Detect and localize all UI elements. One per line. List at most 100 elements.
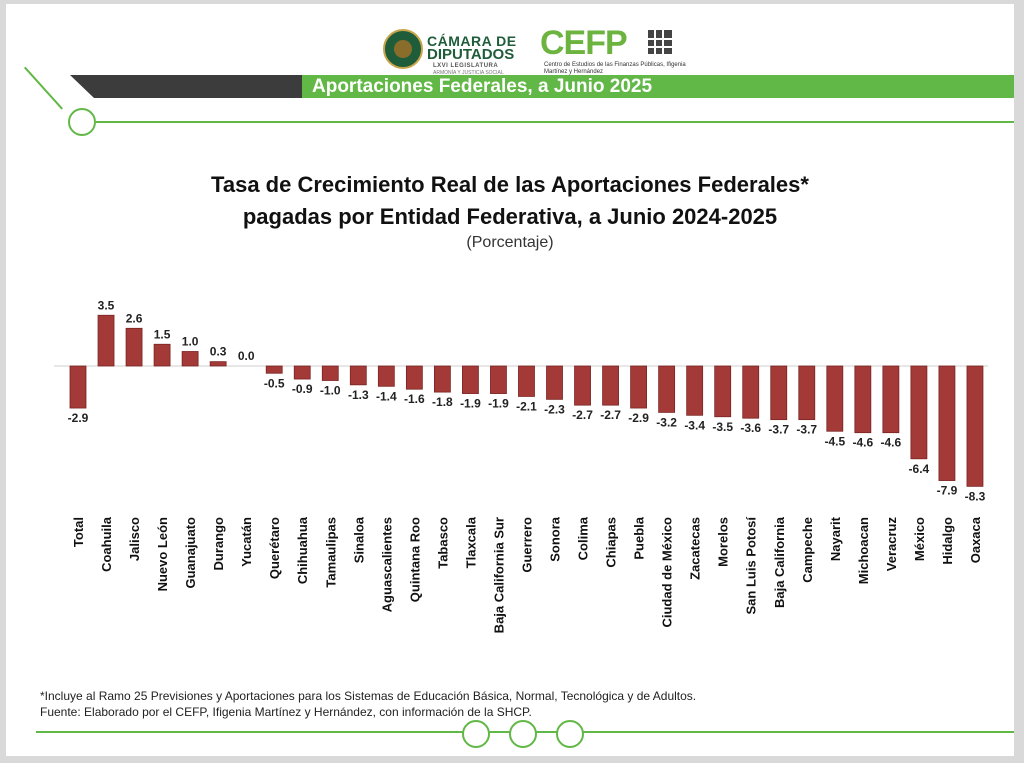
category-label: Tamaulipas (323, 517, 338, 588)
category-label: México (912, 517, 927, 561)
category-label: Guerrero (519, 517, 534, 573)
data-label: -1.6 (404, 392, 425, 406)
footer-circle-icon (509, 720, 537, 748)
bar (938, 365, 956, 481)
data-label: 1.0 (182, 335, 199, 349)
bar (742, 365, 760, 419)
bar (405, 365, 423, 390)
category-label: Veracruz (884, 517, 899, 572)
category-label: Sinaloa (351, 516, 366, 563)
footer-circle-icon (462, 720, 490, 748)
category-label: Michoacan (856, 517, 871, 584)
chart-title-line2: pagadas por Entidad Federativa, a Junio … (242, 204, 778, 229)
data-label: -2.9 (68, 411, 89, 425)
data-label: -3.7 (768, 423, 789, 437)
data-label: -1.8 (432, 395, 453, 409)
category-label: Ciudad de México (660, 517, 675, 628)
category-label: Baja California (772, 516, 787, 608)
bar-chart: -2.9 Total 3.5 Coahuila 2.6 Jalisco 1.5 Nuevo L… (54, 298, 988, 633)
data-label: -2.7 (600, 408, 621, 422)
banner-dark-strip (70, 75, 310, 98)
data-label: -0.9 (292, 382, 313, 396)
category-label: Aguascalientes (379, 517, 394, 612)
data-label: 1.5 (154, 327, 171, 341)
camara-line3: LXVI LEGISLATURA (433, 63, 499, 69)
category-label: Nayarit (828, 516, 843, 561)
cefp-subtitle: Centro de Estudios de las Finanzas Públi… (544, 62, 686, 75)
slide: CÁMARA DE DIPUTADOS LXVI LEGISLATURA ARM… (6, 4, 1014, 756)
chart-subtitle: (Porcentaje) (466, 234, 554, 251)
data-label: 3.5 (98, 298, 115, 312)
category-label: Jalisco (127, 517, 142, 561)
category-label: Zacatecas (688, 517, 703, 580)
data-label: -6.4 (909, 462, 930, 476)
bar (826, 365, 844, 432)
bar (293, 365, 311, 380)
bar (546, 365, 563, 400)
footnote: *Incluye al Ramo 25 Previsiones y Aporta… (40, 689, 697, 703)
data-label: -3.7 (796, 423, 817, 437)
category-label: San Luis Potosí (744, 517, 759, 615)
data-label: -2.3 (544, 402, 565, 416)
data-label: -3.2 (656, 415, 677, 429)
bar (574, 365, 591, 406)
data-label: -1.0 (320, 384, 341, 398)
bar (321, 365, 339, 381)
category-label: Chihuahua (295, 516, 310, 584)
data-label: -4.5 (824, 434, 845, 448)
category-label: Nuevo León (155, 517, 170, 591)
bar (209, 361, 227, 367)
bar (770, 365, 788, 421)
decorative-line (96, 121, 1014, 123)
bar (377, 365, 395, 387)
data-label: -1.9 (488, 397, 509, 411)
data-label: -2.9 (628, 411, 649, 425)
data-label: 2.6 (126, 311, 143, 325)
bar (490, 365, 507, 394)
category-label: Chiapas (604, 517, 619, 568)
bar (854, 365, 872, 434)
bar (349, 365, 367, 386)
bar (910, 365, 928, 460)
bar (462, 365, 479, 394)
data-label: -1.3 (348, 388, 369, 402)
chart-title-line1: Tasa de Crecimiento Real de las Aportaci… (211, 172, 809, 197)
category-label: Puebla (632, 516, 647, 559)
bar (125, 327, 143, 367)
data-label: 0.0 (238, 349, 255, 363)
category-label: Campeche (800, 517, 815, 583)
bar (966, 365, 984, 487)
source-note: Fuente: Elaborado por el CEFP, Ifigenia … (40, 705, 532, 719)
category-label: Quintana Roo (407, 517, 422, 602)
cefp-name: CEFP (540, 24, 628, 62)
category-label: Hidalgo (940, 517, 955, 565)
camara-line1: CÁMARA DE (427, 33, 517, 49)
camara-diputados-logo: CÁMARA DE DIPUTADOS LXVI LEGISLATURA ARM… (383, 27, 531, 76)
decorative-circle-icon (68, 108, 96, 136)
category-label: Coahuila (99, 516, 114, 572)
camara-line2: DIPUTADOS (427, 46, 515, 63)
data-label: -1.4 (376, 389, 397, 403)
bar (882, 365, 900, 434)
bar (518, 365, 535, 397)
footer-circle-icon (556, 720, 584, 748)
camara-line4: ARMONÍA Y JUSTICIA SOCIAL (433, 70, 504, 76)
bar (686, 365, 704, 416)
category-label: Tlaxcala (463, 516, 478, 568)
bar (97, 314, 115, 367)
category-label: Tabasco (435, 517, 450, 569)
category-label: Morelos (716, 517, 731, 567)
bar (714, 365, 732, 418)
category-label: Sonora (548, 516, 563, 562)
banner-title: Aportaciones Federales, a Junio 2025 (312, 76, 653, 97)
data-label: -0.5 (264, 376, 285, 390)
category-label: Durango (211, 517, 226, 571)
bar (602, 365, 619, 406)
data-label: -2.7 (572, 408, 593, 422)
category-label: Baja California Sur (491, 517, 506, 633)
category-label: Total (71, 517, 86, 547)
bar (630, 365, 647, 409)
category-label: Querétaro (267, 517, 282, 579)
data-label: -4.6 (852, 436, 873, 450)
data-label: -7.9 (937, 484, 958, 498)
